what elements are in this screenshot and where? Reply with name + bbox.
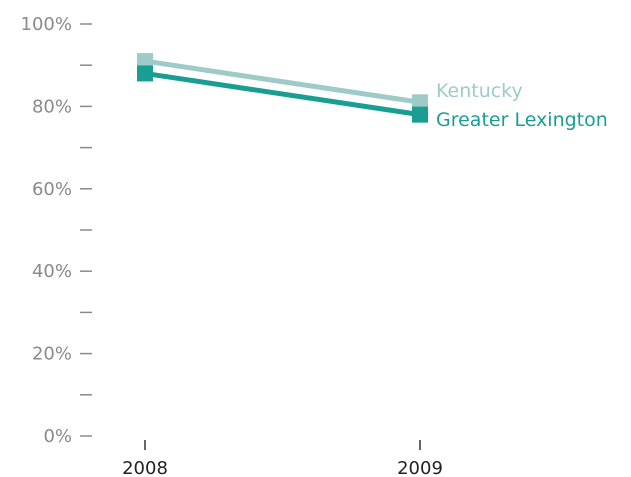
y-tick-label: 0% <box>43 426 72 447</box>
data-point-greater-lexington <box>137 65 153 82</box>
y-tick-label: 60% <box>32 179 72 200</box>
y-tick-label: 40% <box>32 261 72 282</box>
series-layer <box>137 53 428 123</box>
series-line-greater-lexington <box>144 70 421 118</box>
y-tick-label: 100% <box>21 14 72 35</box>
data-point-greater-lexington <box>412 106 428 123</box>
x-tick-label: 2009 <box>397 458 443 477</box>
data-point-kentucky <box>412 94 428 111</box>
y-tick-label: 20% <box>32 344 72 365</box>
series-label-kentucky: Kentucky <box>436 80 523 102</box>
x-tick-label: 2008 <box>122 458 168 477</box>
series-label-greater-lexington: Greater Lexington <box>436 109 608 131</box>
y-axis: 0% 20% 40% 60% 80% 100% <box>21 14 92 447</box>
series-labels: Kentucky Greater Lexington <box>436 80 608 131</box>
x-axis: 2008 2009 <box>122 440 443 477</box>
data-point-kentucky <box>137 53 153 70</box>
series-line-kentucky <box>144 58 421 105</box>
y-tick-label: 80% <box>32 96 72 117</box>
